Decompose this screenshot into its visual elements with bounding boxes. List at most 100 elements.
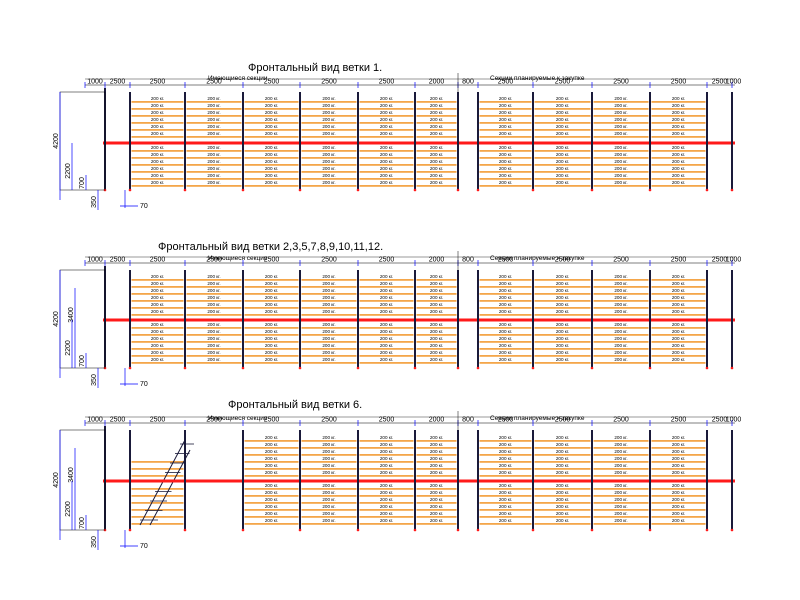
load-capacity-label: 200 кг. bbox=[430, 110, 443, 115]
base-plate bbox=[413, 366, 417, 370]
beam bbox=[593, 488, 649, 490]
beam bbox=[359, 101, 414, 103]
beam bbox=[359, 495, 414, 497]
beam bbox=[244, 341, 299, 343]
load-capacity-label: 200 кг. bbox=[265, 463, 278, 468]
load-capacity-label: 200 кг. bbox=[430, 288, 443, 293]
upright-post bbox=[357, 430, 359, 530]
beam bbox=[416, 355, 457, 357]
beam bbox=[131, 488, 184, 490]
beam bbox=[479, 171, 532, 173]
load-capacity-label: 200 кг. bbox=[499, 173, 512, 178]
load-capacity-label: 200 кг. bbox=[322, 435, 335, 440]
section-width-label: 2500 bbox=[206, 417, 222, 424]
load-capacity-label: 200 кг. bbox=[614, 96, 627, 101]
load-capacity-label: 200 кг. bbox=[322, 295, 335, 300]
beam bbox=[416, 178, 457, 180]
section-width-label: 2500 bbox=[110, 79, 126, 86]
beam bbox=[301, 502, 357, 504]
beam bbox=[416, 108, 457, 110]
beam bbox=[244, 185, 299, 187]
load-capacity-label: 200 кг. bbox=[556, 295, 569, 300]
load-capacity-label: 200 кг. bbox=[430, 309, 443, 314]
upright-post bbox=[357, 270, 359, 368]
beam bbox=[651, 461, 706, 463]
beam bbox=[244, 355, 299, 357]
load-capacity-label: 200 кг. bbox=[207, 152, 220, 157]
section-width-label: 2500 bbox=[712, 417, 728, 424]
load-capacity-label: 200 кг. bbox=[151, 173, 164, 178]
beam bbox=[651, 157, 706, 159]
beam bbox=[593, 495, 649, 497]
load-capacity-label: 200 кг. bbox=[265, 483, 278, 488]
beam bbox=[593, 157, 649, 159]
load-capacity-label: 200 кг. bbox=[430, 295, 443, 300]
load-capacity-label: 200 кг. bbox=[207, 309, 220, 314]
beam bbox=[416, 362, 457, 364]
load-capacity-label: 200 кг. bbox=[322, 456, 335, 461]
beam bbox=[479, 314, 532, 316]
load-capacity-label: 200 кг. bbox=[265, 295, 278, 300]
beam bbox=[534, 509, 591, 511]
beam bbox=[416, 495, 457, 497]
beam bbox=[359, 509, 414, 511]
load-capacity-label: 200 кг. bbox=[380, 96, 393, 101]
load-capacity-label: 200 кг. bbox=[265, 274, 278, 279]
height-dimensions: 4200 3400 2200 700 350 70 bbox=[53, 429, 148, 550]
beam bbox=[534, 122, 591, 124]
section-width-label: 2000 bbox=[429, 417, 445, 424]
beam bbox=[244, 509, 299, 511]
beam bbox=[416, 164, 457, 166]
beam bbox=[301, 164, 357, 166]
load-capacity-label: 200 кг. bbox=[380, 145, 393, 150]
base-plate bbox=[128, 528, 132, 532]
beam bbox=[131, 355, 184, 357]
height-label: 2200 bbox=[65, 163, 72, 179]
load-capacity-label: 200 кг. bbox=[207, 159, 220, 164]
beam bbox=[479, 495, 532, 497]
beam bbox=[131, 300, 184, 302]
beam bbox=[534, 300, 591, 302]
beam bbox=[479, 164, 532, 166]
load-capacity-label: 200 кг. bbox=[556, 504, 569, 509]
load-capacity-label: 200 кг. bbox=[556, 442, 569, 447]
load-capacity-label: 200 кг. bbox=[499, 295, 512, 300]
load-capacity-label: 200 кг. bbox=[207, 110, 220, 115]
beam bbox=[651, 150, 706, 152]
load-capacity-label: 200 кг. bbox=[672, 96, 685, 101]
load-capacity-label: 200 кг. bbox=[380, 456, 393, 461]
rack-structure: 200 кг. 200 кг. 200 кг. 200 кг. 200 кг. 200 к… bbox=[103, 88, 735, 192]
load-capacity-label: 200 кг. bbox=[322, 281, 335, 286]
base-plate bbox=[128, 188, 132, 192]
load-capacity-label: 200 кг. bbox=[151, 350, 164, 355]
load-capacity-label: 200 кг. bbox=[380, 281, 393, 286]
beam bbox=[479, 136, 532, 138]
load-capacity-label: 200 кг. bbox=[380, 490, 393, 495]
upright-post bbox=[129, 430, 131, 530]
load-capacity-label: 200 кг. bbox=[556, 152, 569, 157]
load-capacity-label: 200 кг. bbox=[614, 124, 627, 129]
beam bbox=[593, 164, 649, 166]
upright-post bbox=[457, 92, 459, 190]
beam bbox=[479, 334, 532, 336]
load-capacity-label: 200 кг. bbox=[430, 518, 443, 523]
load-capacity-label: 200 кг. bbox=[614, 350, 627, 355]
load-capacity-label: 200 кг. bbox=[672, 490, 685, 495]
beam bbox=[479, 502, 532, 504]
section-width-label: 2500 bbox=[498, 417, 514, 424]
beam bbox=[593, 115, 649, 117]
beam bbox=[593, 300, 649, 302]
load-capacity-label: 200 кг. bbox=[322, 463, 335, 468]
beam bbox=[593, 523, 649, 525]
load-capacity-label: 200 кг. bbox=[322, 497, 335, 502]
beam bbox=[301, 341, 357, 343]
beam bbox=[416, 157, 457, 159]
section-width-label: 2500 bbox=[264, 417, 280, 424]
section-width-label: 2500 bbox=[150, 79, 166, 86]
beam bbox=[593, 348, 649, 350]
beam bbox=[416, 348, 457, 350]
load-capacity-label: 200 кг. bbox=[207, 131, 220, 136]
load-capacity-label: 200 кг. bbox=[672, 483, 685, 488]
load-capacity-label: 200 кг. bbox=[265, 511, 278, 516]
section-width-label: 2500 bbox=[150, 417, 166, 424]
